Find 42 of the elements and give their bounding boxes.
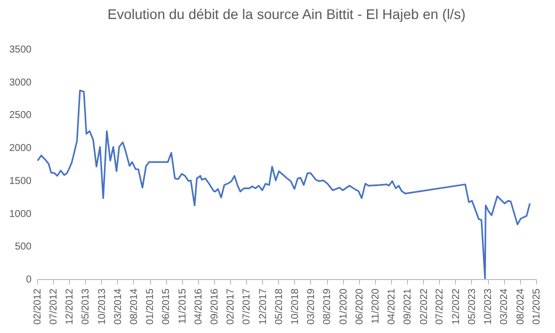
x-tick-label: 12/2017 xyxy=(258,288,269,325)
x-tick-label: 05/2018 xyxy=(274,288,285,325)
x-tick-label: 09/2016 xyxy=(210,288,221,325)
y-tick-label: 2000 xyxy=(9,143,32,154)
x-tick-label: 05/2013 xyxy=(80,288,92,325)
x-tick-label: 01/2020 xyxy=(338,288,350,325)
x-tick-label: 04/2016 xyxy=(193,288,204,325)
x-tick-label: 12/2012 xyxy=(64,288,76,325)
y-tick-label: 1500 xyxy=(9,176,32,187)
y-tick-label: 500 xyxy=(14,242,32,253)
x-tick-label: 10/2013 xyxy=(96,288,108,325)
x-tick-label: 03/2024 xyxy=(499,288,510,325)
x-tick-label: 11/2020 xyxy=(370,288,382,324)
x-tick-label: 07/2022 xyxy=(434,288,446,325)
x-tick-label: 02/2012 xyxy=(32,288,44,325)
x-tick-label: 08/2014 xyxy=(128,288,140,325)
x-tick-label: 02/2022 xyxy=(418,288,430,325)
x-tick-label: 12/2022 xyxy=(450,288,462,325)
y-tick-label: 3500 xyxy=(9,44,32,56)
x-tick-label: 05/2023 xyxy=(466,288,478,325)
x-tick-label: 07/2012 xyxy=(48,288,60,325)
chart-title: Evolution du débit de la source Ain Bittit - El Hajeb en (l/s) xyxy=(108,6,466,22)
x-tick-label: 08/2019 xyxy=(322,288,334,325)
y-tick-label: 0 xyxy=(26,274,32,286)
x-tick-label: 03/2019 xyxy=(306,288,317,325)
x-tick-label: 07/2017 xyxy=(242,288,253,325)
x-tick-label: 10/2023 xyxy=(483,288,494,325)
y-tick-label: 3000 xyxy=(9,77,32,88)
line-series xyxy=(36,90,531,280)
x-tick-label: 03/2014 xyxy=(112,288,124,325)
x-tick-label: 02/2017 xyxy=(226,288,237,325)
x-tick-label: 10/2018 xyxy=(290,288,301,325)
x-tick-label: 06/2020 xyxy=(354,288,366,325)
x-tick-label: 06/2015 xyxy=(161,288,172,325)
y-tick-label: 1000 xyxy=(9,208,32,220)
x-tick-label: 01/2025 xyxy=(532,288,542,325)
x-tick-label: 08/2024 xyxy=(515,288,526,325)
x-tick-label: 09/2021 xyxy=(402,288,414,325)
y-tick-label: 2500 xyxy=(9,110,32,122)
x-tick-label: 11/2015 xyxy=(177,288,188,324)
x-tick-label: 01/2015 xyxy=(145,288,156,325)
x-tick-label: 04/2021 xyxy=(386,288,398,325)
